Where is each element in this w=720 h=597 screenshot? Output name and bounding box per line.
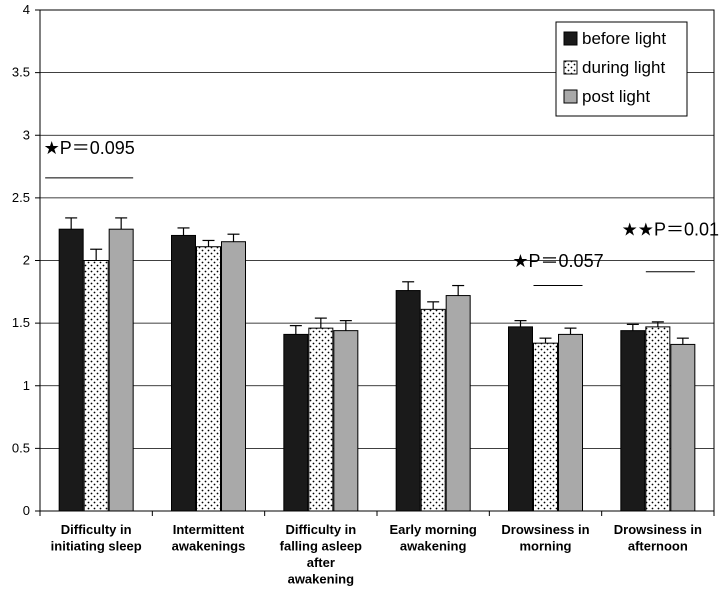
y-tick-label: 1 [23, 378, 30, 393]
label-layer: 0 0.5 1 1.5 2 2.5 3 3.5 4 Difficulty in initiating… [12, 2, 702, 587]
annotation-layer: ★P＝0.095 ★P＝0.057 ★★P＝0.01 [44, 138, 719, 287]
bar-layer [58, 217, 696, 512]
y-tick-label: 3 [23, 127, 30, 142]
bar-gray [108, 228, 134, 512]
category-label-line: awakening [288, 572, 355, 587]
grid-layer [40, 72, 714, 449]
y-tick-label: 2.5 [12, 190, 30, 205]
category-label-line: after [307, 555, 335, 570]
bar-gray [670, 343, 696, 512]
bar-dots [196, 246, 221, 512]
significance-label: ★P＝0.095 [44, 138, 135, 158]
y-tick-label: 3.5 [12, 65, 30, 80]
category-label: Drowsiness in afternoon [614, 522, 702, 554]
bar-dots [83, 260, 109, 512]
legend-box [555, 21, 688, 117]
category-label-line: Difficulty in [61, 522, 132, 537]
category-label: Difficulty in initiating sleep [51, 522, 142, 554]
bar-solid [395, 290, 421, 512]
category-label: Intermittent awakenings [172, 522, 246, 554]
category-label: Difficulty in falling asleep after awakenin… [280, 522, 362, 587]
category-label-line: morning [520, 539, 572, 554]
bar-gray [558, 333, 583, 512]
category-label-line: awakenings [172, 539, 246, 554]
bar-gray [445, 295, 471, 512]
category-label-line: falling asleep [280, 539, 362, 554]
bar-gray [333, 330, 359, 512]
category-label-line: initiating sleep [51, 539, 142, 554]
legend-swatch [563, 60, 578, 75]
legend-label: during light [582, 58, 665, 77]
category-label: Early morning awakening [389, 522, 476, 554]
category-label-line: Early morning [389, 522, 476, 537]
bar-solid [171, 234, 196, 512]
category-label: Drowsiness in morning [501, 522, 589, 554]
legend-label: post light [582, 87, 650, 106]
bar-solid [508, 326, 533, 512]
bar-dots [533, 342, 558, 512]
category-label-line: Drowsiness in [501, 522, 589, 537]
category-label-line: Difficulty in [285, 522, 356, 537]
category-label-line: awakening [400, 539, 467, 554]
y-tick-label: 0.5 [12, 440, 30, 455]
category-label-line: Intermittent [173, 522, 245, 537]
category-label-line: Drowsiness in [614, 522, 702, 537]
bar-dots [645, 326, 671, 512]
legend-label: before light [582, 29, 666, 48]
bar-gray [221, 241, 246, 512]
legend-swatch [563, 31, 578, 46]
y-tick-label: 1.5 [12, 315, 30, 330]
bar-solid [283, 333, 309, 512]
significance-label: ★★P＝0.01 [622, 219, 719, 239]
category-label-line: afternoon [628, 539, 688, 554]
bar-solid [58, 228, 84, 512]
bar-dots [308, 327, 334, 512]
axis-layer [35, 9, 715, 516]
bar-solid [620, 330, 646, 512]
bar-dots [420, 308, 446, 512]
legend: before light during light post light [555, 21, 688, 117]
y-tick-label: 4 [23, 2, 30, 17]
y-tick-label: 0 [23, 503, 30, 518]
y-tick-label: 2 [23, 253, 30, 268]
legend-swatch [563, 89, 578, 104]
significance-label: ★P＝0.057 [512, 251, 603, 271]
